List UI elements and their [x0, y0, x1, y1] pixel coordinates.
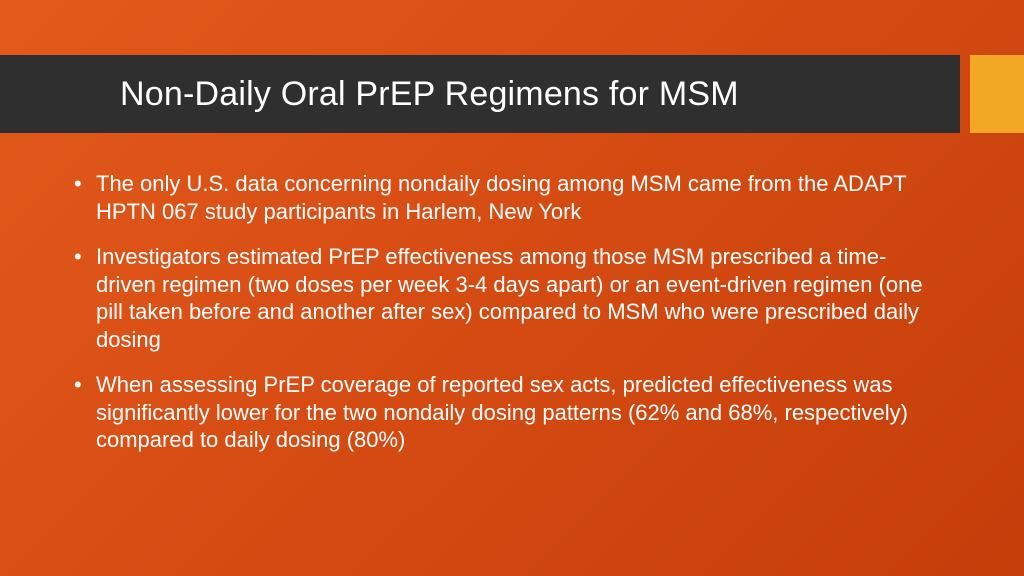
- list-item: When assessing PrEP coverage of reported…: [74, 371, 934, 454]
- slide-body: The only U.S. data concerning nondaily d…: [74, 170, 934, 472]
- slide-title: Non-Daily Oral PrEP Regimens for MSM: [120, 75, 739, 114]
- title-bar: Non-Daily Oral PrEP Regimens for MSM: [0, 55, 960, 133]
- list-item: The only U.S. data concerning nondaily d…: [74, 170, 934, 225]
- accent-tab: [970, 55, 1024, 133]
- bullet-list: The only U.S. data concerning nondaily d…: [74, 170, 934, 454]
- list-item: Investigators estimated PrEP effectivene…: [74, 243, 934, 353]
- slide: Non-Daily Oral PrEP Regimens for MSM The…: [0, 0, 1024, 576]
